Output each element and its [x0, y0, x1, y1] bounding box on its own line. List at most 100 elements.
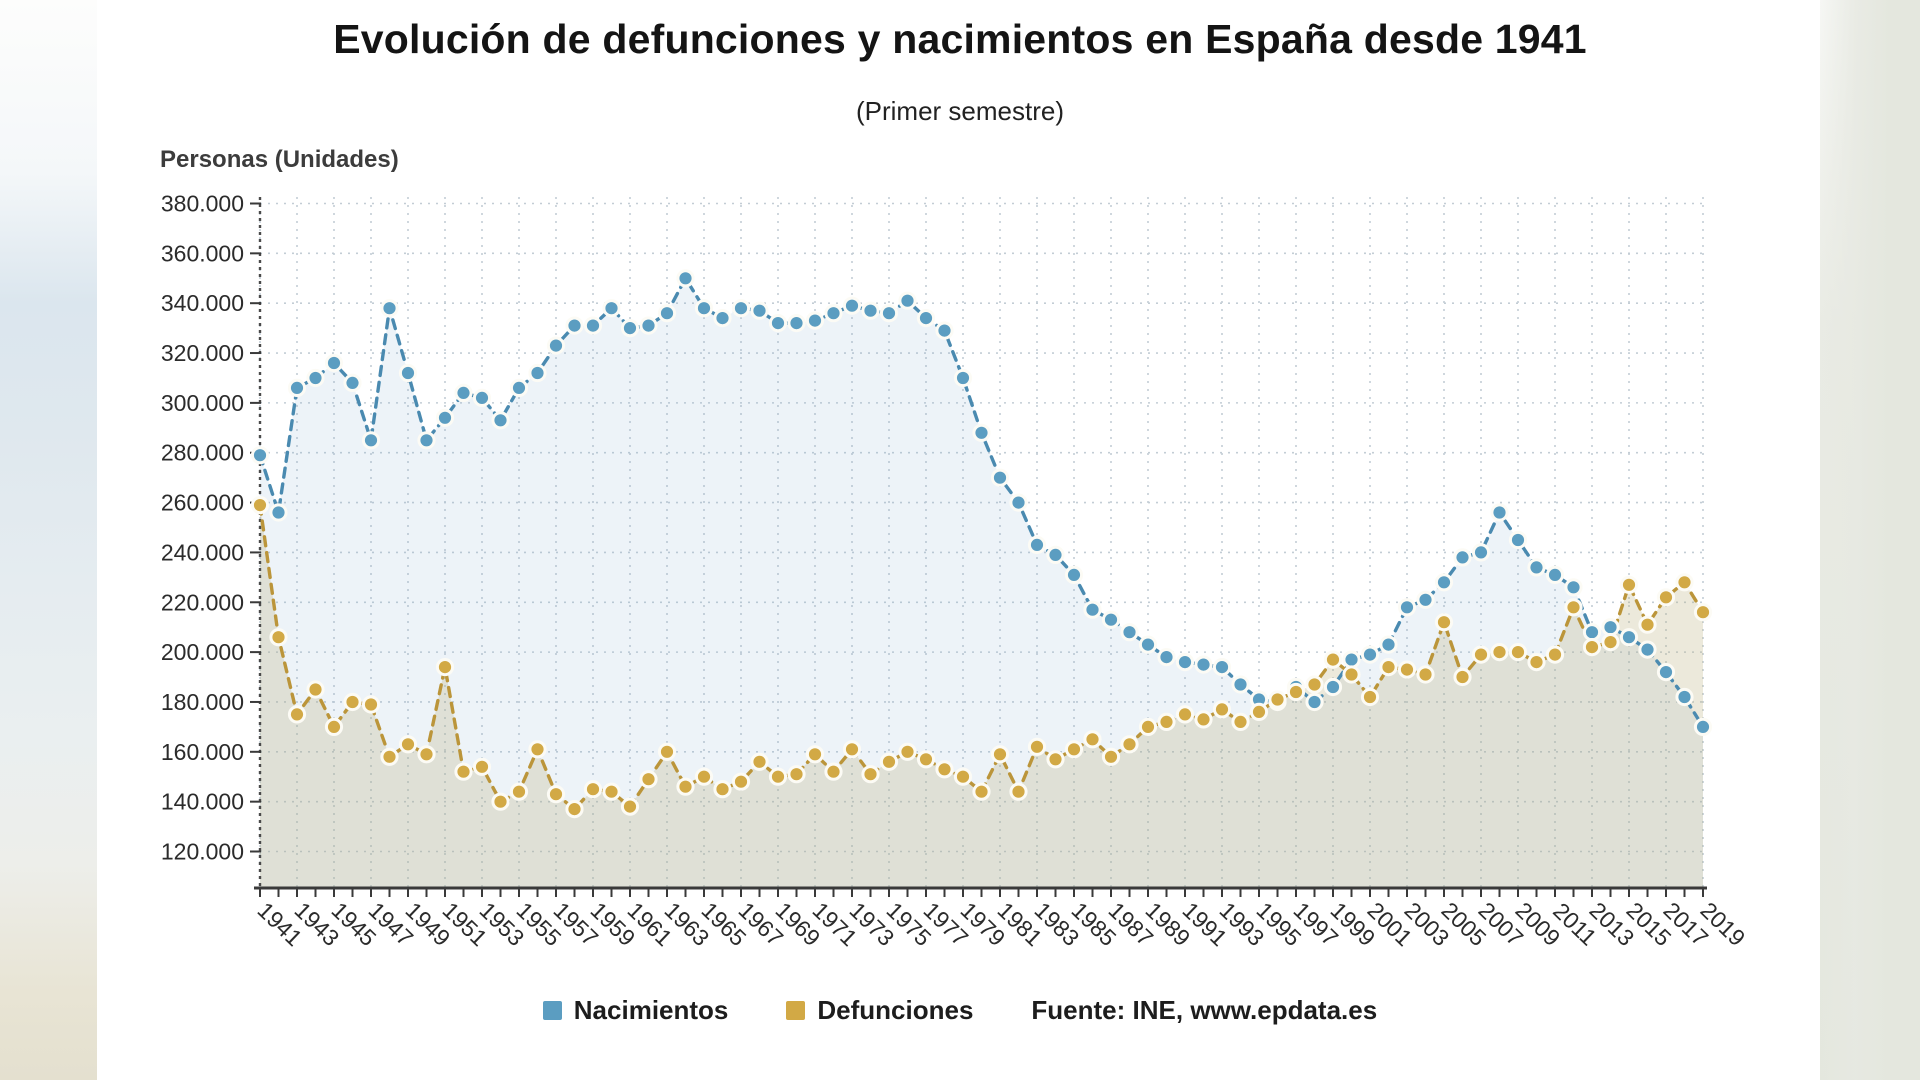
defunciones-point	[1268, 690, 1287, 709]
nacimientos-point	[1397, 598, 1417, 617]
defunciones-point	[1194, 710, 1213, 729]
y-tick-label: 200.000	[161, 639, 244, 665]
nacimientos-point	[1231, 675, 1250, 694]
source-credit: Fuente: INE, www.epdata.es	[1031, 995, 1378, 1025]
defunciones-point	[602, 782, 621, 801]
y-tick-label: 220.000	[161, 589, 244, 615]
defunciones-point	[1101, 747, 1121, 766]
nacimientos-point	[657, 304, 677, 323]
defunciones-point	[750, 752, 769, 771]
defunciones-point	[1564, 598, 1583, 617]
defunciones-point	[1397, 660, 1417, 679]
defunciones-point	[842, 740, 862, 759]
defunciones-point	[1545, 645, 1565, 664]
nacimientos-point	[343, 373, 362, 392]
y-tick-label: 160.000	[161, 739, 244, 765]
nacimientos-point	[639, 316, 658, 335]
chart-title: Evolución de defunciones y nacimientos e…	[333, 16, 1587, 62]
defunciones-point	[731, 772, 751, 791]
legend: Nacimientos Defunciones Fuente: INE, www…	[0, 995, 1920, 1026]
defunciones-point	[1471, 645, 1491, 664]
nacimientos-point	[1305, 692, 1324, 712]
defunciones-point	[343, 692, 362, 712]
defunciones-point	[1342, 665, 1361, 684]
nacimientos-point	[1175, 653, 1195, 672]
nacimientos-point	[1656, 663, 1676, 682]
y-tick-label: 300.000	[161, 390, 244, 416]
nacimientos-point	[953, 368, 973, 388]
nacimientos-area	[260, 278, 1703, 888]
defunciones-point	[250, 496, 270, 515]
defunciones-point	[1693, 603, 1713, 622]
nacimientos-point	[1490, 503, 1509, 522]
nacimientos-point	[972, 423, 991, 442]
y-tick-label: 360.000	[161, 240, 244, 266]
defunciones-point	[1212, 700, 1232, 719]
nacimientos-point	[250, 446, 270, 465]
nacimientos-point	[713, 309, 732, 328]
defunciones-point	[657, 742, 677, 761]
nacimientos-point	[1379, 635, 1398, 654]
defunciones-point	[1083, 730, 1102, 749]
legend-label-nacimientos: Nacimientos	[573, 995, 729, 1025]
defunciones-point	[1157, 712, 1176, 732]
defunciones-point	[1323, 650, 1343, 669]
nacimientos-point	[1323, 677, 1343, 697]
defunciones-point	[398, 735, 418, 754]
nacimientos-point	[1434, 573, 1454, 592]
nacimientos-point	[1212, 658, 1232, 677]
defunciones-point	[916, 750, 936, 769]
defunciones-point	[713, 780, 732, 799]
defunciones-point	[861, 765, 880, 784]
nacimientos-point	[805, 311, 825, 330]
chart-card	[97, 0, 1820, 1080]
nacimientos-point	[306, 368, 325, 388]
nacimientos-point	[1120, 623, 1139, 642]
nacimientos-point	[1693, 717, 1713, 737]
nacimientos-point	[1675, 687, 1694, 707]
defunciones-point	[824, 762, 843, 781]
nacimientos-point	[361, 431, 381, 450]
nacimientos-point	[898, 291, 917, 310]
background-gradient-right	[1820, 0, 1920, 1080]
defunciones-point	[1582, 638, 1602, 657]
defunciones-point	[509, 782, 529, 801]
y-tick-label: 120.000	[161, 839, 244, 865]
defunciones-point	[472, 757, 492, 776]
nacimientos-point	[694, 299, 714, 318]
nacimientos-point	[990, 468, 1010, 487]
y-tick-label: 240.000	[161, 539, 244, 565]
defunciones-point	[546, 785, 566, 804]
nacimientos-point	[546, 336, 566, 355]
nacimientos-point	[1157, 648, 1176, 667]
nacimientos-point	[1619, 628, 1639, 647]
defunciones-point	[1009, 782, 1028, 801]
nacimientos-point	[1471, 543, 1491, 562]
nacimientos-point	[380, 299, 399, 318]
nacimientos-point	[1582, 623, 1602, 642]
nacimientos-point	[1194, 655, 1213, 674]
nacimientos-point	[1564, 578, 1583, 597]
defunciones-point	[805, 745, 825, 764]
defunciones-point	[380, 747, 399, 766]
defunciones-point	[435, 658, 455, 677]
defunciones-point	[1638, 615, 1657, 634]
y-axis-title: Personas (Unidades)	[160, 146, 399, 173]
nacimientos-point	[1638, 640, 1657, 659]
nacimientos-point	[620, 319, 640, 338]
y-tick-label: 280.000	[161, 440, 244, 466]
chart-subtitle: (Primer semestre)	[855, 96, 1064, 126]
defunciones-point	[324, 717, 344, 737]
nacimientos-point	[1027, 535, 1047, 555]
nacimientos-point	[787, 314, 806, 333]
nacimientos-point	[676, 269, 695, 288]
defunciones-point	[898, 742, 917, 761]
nacimientos-point	[324, 353, 344, 373]
defunciones-point	[361, 695, 381, 714]
defunciones-point	[935, 760, 954, 779]
nacimientos-point	[454, 383, 473, 402]
nacimientos-point	[1083, 600, 1102, 619]
defunciones-point	[1453, 667, 1472, 687]
defunciones-point	[620, 797, 640, 816]
